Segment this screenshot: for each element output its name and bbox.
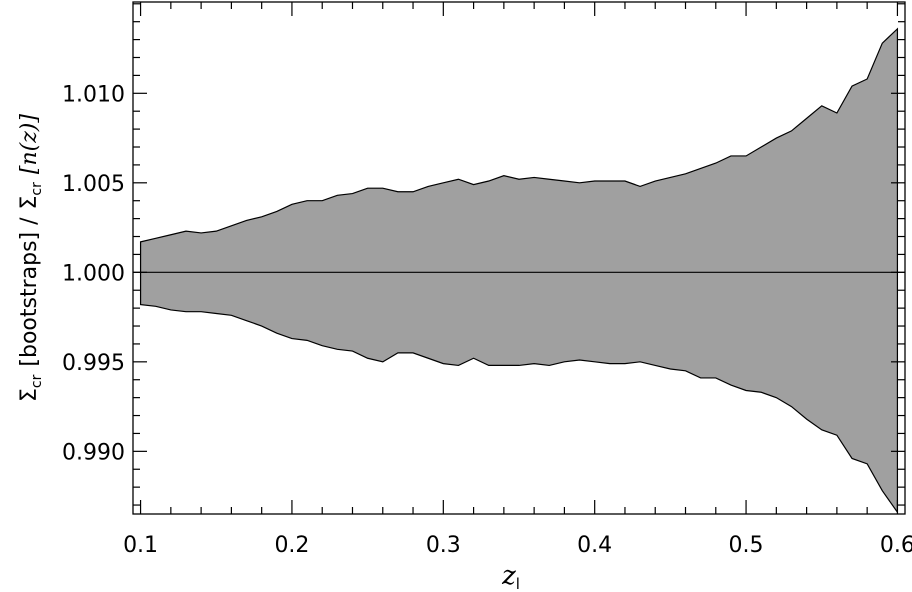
x-tick-label: 0.6 <box>880 533 912 558</box>
y-axis-title-n-close: )] <box>17 114 42 133</box>
y-tick-label: 0.995 <box>62 351 125 376</box>
x-tick-label: 0.3 <box>426 533 461 558</box>
x-tick-label: 0.5 <box>729 533 764 558</box>
x-axis-title-sub: l <box>516 575 520 592</box>
x-tick-label: 0.4 <box>577 533 612 558</box>
plot-frame <box>132 1 906 515</box>
x-axis: 0.1 0.2 0.3 0.4 0.5 0.6 <box>123 2 912 558</box>
y-axis-title-sigma-2: Σ <box>17 196 42 210</box>
y-tick-label: 0.990 <box>62 440 125 465</box>
y-axis-title: Σcr [bootstraps] / Σcr [n(z)] <box>17 114 45 402</box>
band-layer <box>139 27 899 515</box>
y-axis-title-sub: cr <box>29 374 45 388</box>
x-axis-title: zl <box>501 561 520 592</box>
y-tick-label: 1.010 <box>62 82 125 107</box>
y-axis-title-sigma: Σ <box>17 388 42 402</box>
x-axis-title-var: z <box>501 561 516 591</box>
y-axis: 0.990 0.995 1.000 1.005 1.010 <box>62 3 905 506</box>
y-axis-title-left: [bootstraps] / <box>17 217 42 367</box>
y-tick-label: 1.005 <box>62 172 125 197</box>
y-tick-label: 1.000 <box>62 261 125 286</box>
y-axis-title-n-var: z <box>17 131 42 144</box>
plot-border <box>132 1 906 515</box>
x-tick-label: 0.2 <box>274 533 309 558</box>
y-axis-title-sub-2: cr <box>29 182 45 196</box>
y-axis-title-n-open: [n( <box>17 142 42 174</box>
confidence-band <box>139 27 899 515</box>
x-tick-label: 0.1 <box>123 533 158 558</box>
